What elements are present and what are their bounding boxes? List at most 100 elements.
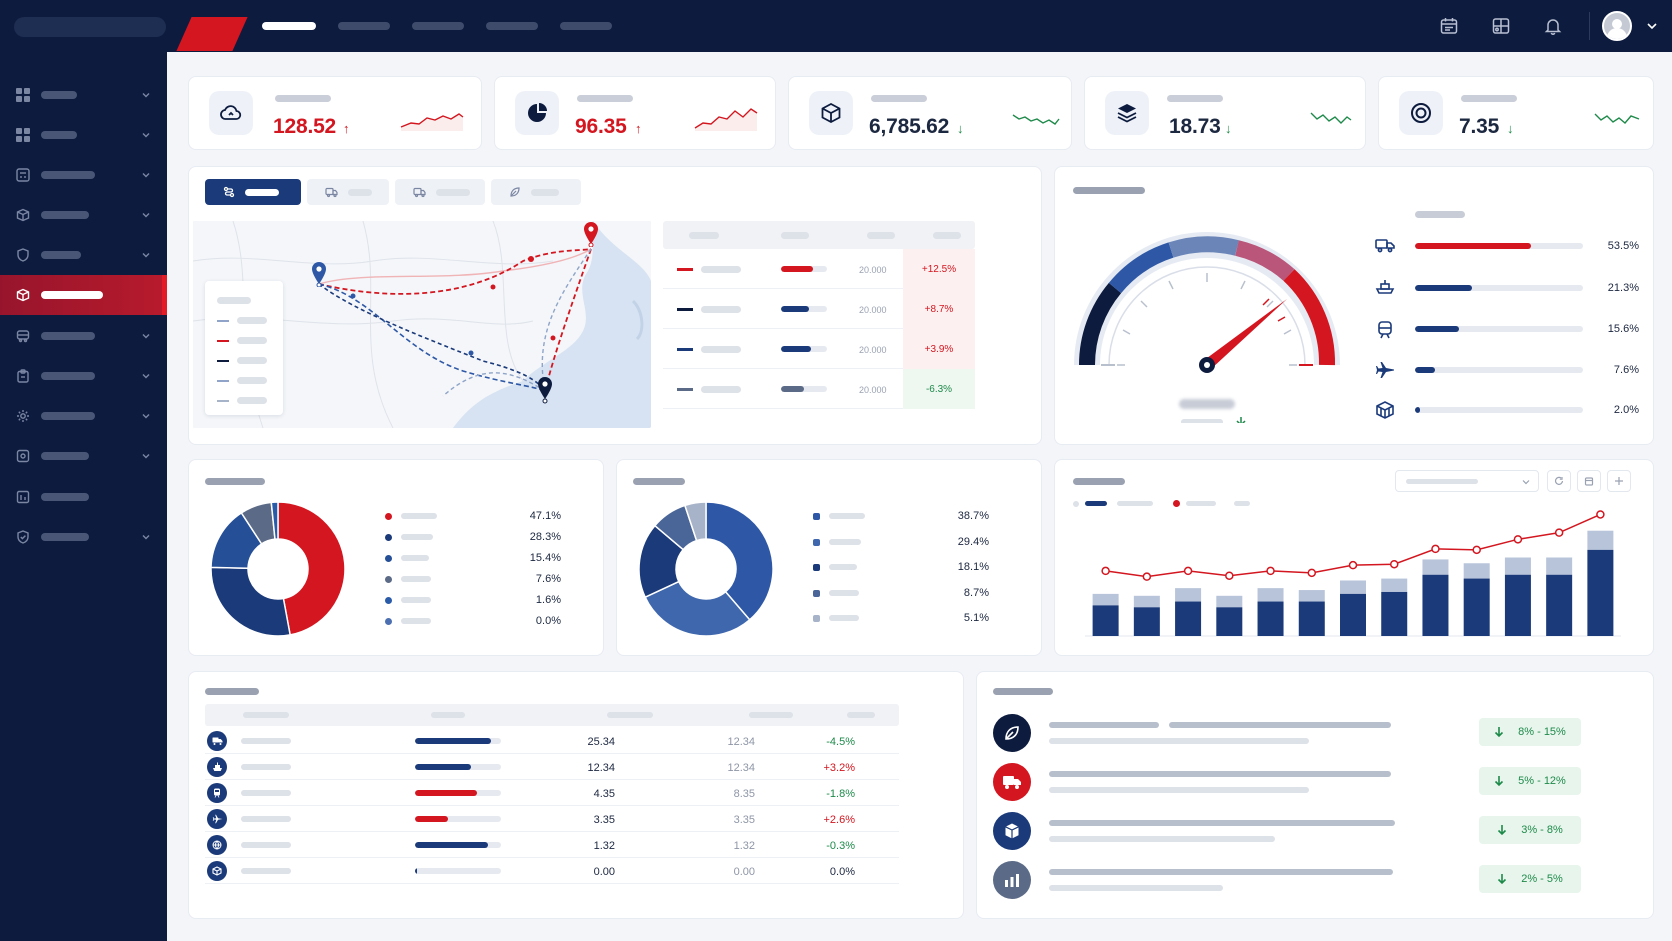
trend-point[interactable] [1596,510,1605,519]
kpi-card-2[interactable]: 96.35 ↑ [494,76,776,150]
sidebar-item-configuration[interactable] [0,436,167,476]
bar-primary[interactable] [1298,601,1325,636]
nav-tab-4[interactable] [486,22,538,30]
bar-primary[interactable] [1133,607,1160,636]
donut-slice[interactable] [644,580,751,637]
bar-primary[interactable] [1216,607,1243,636]
download-icon[interactable] [1577,470,1601,492]
table-row[interactable]: 1.32 1.32 -0.3% [205,832,899,858]
trend-point[interactable] [1142,572,1152,581]
bar-secondary[interactable] [1422,559,1449,575]
trend-point[interactable] [1348,560,1358,570]
trend-point[interactable] [1183,566,1193,576]
kpi-card-1[interactable]: 128.52 ↑ [188,76,482,150]
bar-primary[interactable] [1546,574,1573,636]
trend-point[interactable] [1307,568,1317,578]
bar-primary[interactable] [1587,549,1614,636]
bar-secondary[interactable] [1381,578,1408,592]
kpi-card-4[interactable]: 18.73 ↓ [1084,76,1366,150]
recommendation-item[interactable]: 3% - 8% [993,808,1597,856]
nav-tab-2[interactable] [338,22,390,30]
donut-slice[interactable] [683,501,707,542]
tab-eco[interactable] [491,179,581,205]
recommendation-item[interactable]: 2% - 5% [993,857,1597,905]
trend-point[interactable] [1225,571,1234,580]
donut-slice[interactable] [705,501,774,621]
kpi-card-3[interactable]: 6,785.62 ↓ [788,76,1072,150]
trend-point[interactable] [1389,559,1399,569]
package-calculator-icon[interactable] [1475,0,1527,52]
bar-primary[interactable] [1257,601,1284,636]
bar-secondary[interactable] [1504,557,1531,575]
bell-icon[interactable] [1527,0,1579,52]
table-row[interactable]: 4.35 8.35 -1.8% [205,780,899,806]
bar-primary[interactable] [1504,574,1531,636]
sidebar-item-orders[interactable] [0,356,167,396]
recommendation-item[interactable]: 5% - 12% [993,759,1597,807]
period-select[interactable] [1395,470,1539,492]
tab-routes[interactable] [205,179,301,205]
bar-primary[interactable] [1381,591,1408,636]
nav-tab-3[interactable] [412,22,464,30]
bar-secondary[interactable] [1133,595,1160,608]
donut-slice[interactable] [277,501,346,636]
sidebar-item-fleet[interactable] [0,316,167,356]
sidebar-item-calculator[interactable] [0,155,167,195]
table-row[interactable]: 12.34 12.34 +3.2% [205,754,899,780]
sidebar-item-inventory[interactable] [0,195,167,235]
sidebar-item-settings[interactable] [0,396,167,436]
route-row[interactable]: 20.000 +8.7% [663,289,975,329]
bar-secondary[interactable] [1216,595,1243,608]
donut-slice[interactable] [210,566,292,637]
route-row[interactable]: 20.000 +3.9% [663,329,975,369]
recommendation-item[interactable]: 8% - 15% [993,710,1597,758]
sidebar-item-reports[interactable] [0,477,167,517]
route-row[interactable]: 20.000 +12.5% [663,249,975,289]
tab-delivery[interactable] [395,179,485,205]
bar-secondary[interactable] [1092,593,1119,606]
bar-secondary[interactable] [1546,557,1573,575]
table-row[interactable]: 0.00 0.00 0.0% [205,858,899,884]
destination-pin-icon[interactable] [582,221,600,247]
bar-secondary[interactable] [1298,590,1325,602]
trend-point[interactable] [1472,545,1481,555]
calendar-icon[interactable] [1423,0,1475,52]
brand-logo[interactable] [176,17,248,51]
account-chevron-down-icon[interactable] [1632,0,1672,52]
sidebar-item-dashboard[interactable] [0,75,167,115]
route-map[interactable] [193,221,651,428]
route-name [701,386,741,393]
bar-primary[interactable] [1422,574,1449,636]
kpi-card-5[interactable]: 7.35 ↓ [1378,76,1654,150]
bar-secondary[interactable] [1340,580,1366,594]
table-row[interactable]: 25.34 12.34 -4.5% [205,728,899,754]
refresh-icon[interactable] [1547,470,1571,492]
table-row[interactable]: 3.35 3.35 +2.6% [205,806,899,832]
bar-primary[interactable] [1175,601,1202,636]
nav-tab-5[interactable] [560,22,612,30]
sidebar-item-warehouse[interactable] [0,235,167,275]
bar-primary[interactable] [1463,578,1490,636]
sidebar-item-analytics[interactable] [0,115,167,155]
bar-primary[interactable] [1092,605,1119,636]
donut-slice[interactable] [270,501,279,540]
bar-secondary[interactable] [1175,588,1202,602]
origin-pin-icon[interactable] [310,261,328,287]
tab-trucking[interactable] [307,179,389,205]
route-row[interactable]: 20.000 -6.3% [663,369,975,409]
sidebar-item-security[interactable] [0,517,167,557]
hub-pin-icon[interactable] [536,376,554,404]
bar-secondary[interactable] [1463,563,1490,579]
sidebar-item-shipments[interactable] [0,275,167,315]
trend-point[interactable] [1266,566,1275,576]
trend-point[interactable] [1554,528,1564,537]
expand-icon[interactable] [1607,470,1631,492]
trend-point[interactable] [1431,544,1440,554]
user-avatar[interactable] [1602,11,1632,41]
bar-primary[interactable] [1340,593,1366,636]
bar-secondary[interactable] [1587,530,1614,550]
nav-tab-1[interactable] [262,22,316,30]
bar-secondary[interactable] [1257,588,1284,602]
trend-point[interactable] [1101,566,1110,576]
trend-point[interactable] [1513,535,1523,544]
